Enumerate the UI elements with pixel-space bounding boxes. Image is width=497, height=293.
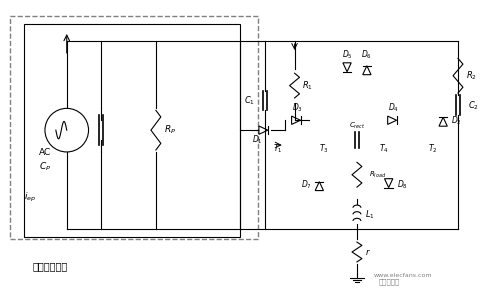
Text: $T_4$: $T_4$ <box>379 143 389 156</box>
Text: www.elecfans.com: www.elecfans.com <box>374 273 432 278</box>
Text: $C_{rect}$: $C_{rect}$ <box>348 121 365 131</box>
Text: $D_5$: $D_5$ <box>341 49 352 61</box>
Text: $D_2$: $D_2$ <box>451 114 462 127</box>
Text: $T_1$: $T_1$ <box>273 143 282 156</box>
Polygon shape <box>292 116 301 125</box>
Text: $C_P$: $C_P$ <box>39 161 51 173</box>
Text: $D_7$: $D_7$ <box>301 178 312 191</box>
Text: $r$: $r$ <box>365 247 371 257</box>
Text: $T_2$: $T_2$ <box>428 143 438 156</box>
Text: $R_1$: $R_1$ <box>303 79 314 92</box>
Text: $i_{ep}$: $i_{ep}$ <box>24 191 36 204</box>
Text: $R_P$: $R_P$ <box>164 124 176 137</box>
Text: $D_4$: $D_4$ <box>388 101 399 114</box>
Text: $T_3$: $T_3$ <box>320 143 329 156</box>
Text: $C_1$: $C_1$ <box>244 94 255 107</box>
Polygon shape <box>363 66 371 75</box>
Text: $L_1$: $L_1$ <box>365 208 375 221</box>
Text: $D_1$: $D_1$ <box>251 133 262 146</box>
Text: AC: AC <box>39 148 51 157</box>
Text: $D_6$: $D_6$ <box>361 49 372 61</box>
Text: $C_2$: $C_2$ <box>468 99 479 112</box>
Text: $R_{load}$: $R_{load}$ <box>369 170 386 180</box>
Polygon shape <box>259 126 268 134</box>
Text: 电子发烧友: 电子发烧友 <box>379 279 400 285</box>
Text: $D_8$: $D_8$ <box>397 178 408 191</box>
Polygon shape <box>343 63 351 72</box>
Text: $R_2$: $R_2$ <box>466 69 477 82</box>
Text: 等效压电陶瓷: 等效压电陶瓷 <box>32 261 67 271</box>
Polygon shape <box>315 182 324 190</box>
Polygon shape <box>439 117 447 126</box>
Polygon shape <box>388 116 397 125</box>
Polygon shape <box>385 179 393 188</box>
Text: $D_3$: $D_3$ <box>292 101 303 114</box>
